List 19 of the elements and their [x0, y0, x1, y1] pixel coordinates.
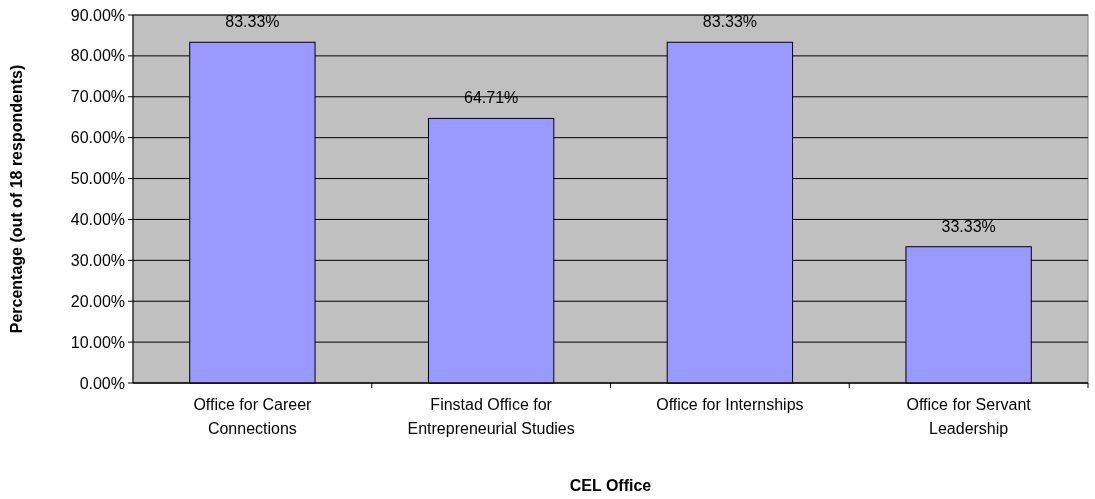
y-tick-label: 90.00% — [70, 6, 125, 24]
x-tick-label: Office for Internships — [656, 396, 804, 413]
y-tick-label: 50.00% — [70, 170, 125, 188]
x-tick-label: Office for Career Connections — [193, 396, 313, 437]
x-tick-label: Office for Servant Leadership — [906, 396, 1032, 437]
data-label: 33.33% — [941, 217, 996, 235]
y-tick-label: 70.00% — [70, 88, 125, 106]
y-tick-label: 30.00% — [70, 251, 125, 269]
y-tick-label: 40.00% — [70, 211, 125, 229]
y-tick-label: 20.00% — [70, 292, 125, 310]
data-label: 83.33% — [225, 13, 280, 31]
x-tick-label: Finstad Office for Entrepreneurial Studies — [407, 396, 575, 437]
y-tick-label: 80.00% — [70, 47, 125, 65]
data-label: 83.33% — [702, 13, 758, 31]
x-axis-title: CEL Office — [569, 477, 652, 494]
y-tick-label: 10.00% — [70, 333, 125, 351]
y-tick-label: 0.00% — [79, 374, 125, 392]
y-axis-title: Percentage (out of 18 respondents) — [8, 64, 25, 334]
y-tick-label: 60.00% — [70, 129, 125, 147]
